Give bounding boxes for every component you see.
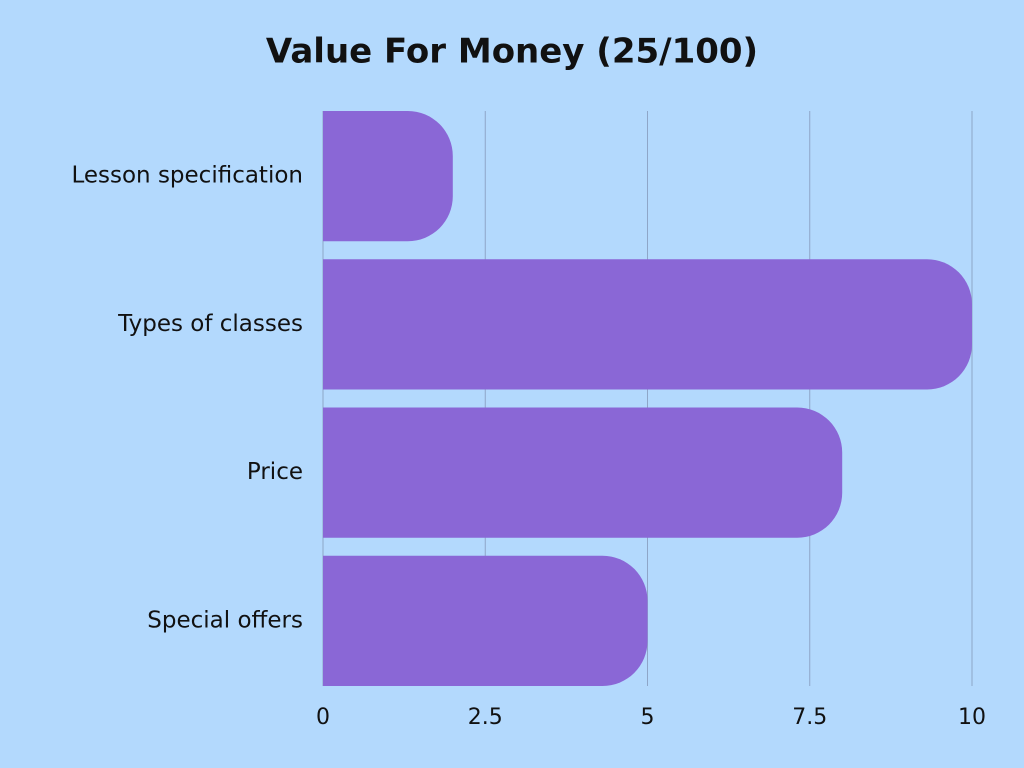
chart-title: Value For Money (25/100) [266, 32, 758, 72]
bar [323, 259, 972, 390]
x-tick-label: 7.5 [792, 705, 827, 730]
bar [323, 111, 453, 242]
x-tick-label: 5 [641, 705, 655, 730]
x-tick-label: 2.5 [468, 705, 503, 730]
y-tick-label: Lesson specification [71, 163, 303, 189]
y-tick-label: Types of classes [117, 311, 303, 337]
bar [323, 407, 843, 538]
x-tick-label: 0 [316, 705, 330, 730]
y-tick-label: Price [247, 459, 303, 485]
bar [323, 555, 648, 686]
x-tick-label: 10 [958, 705, 986, 730]
y-tick-label: Special offers [147, 607, 303, 633]
